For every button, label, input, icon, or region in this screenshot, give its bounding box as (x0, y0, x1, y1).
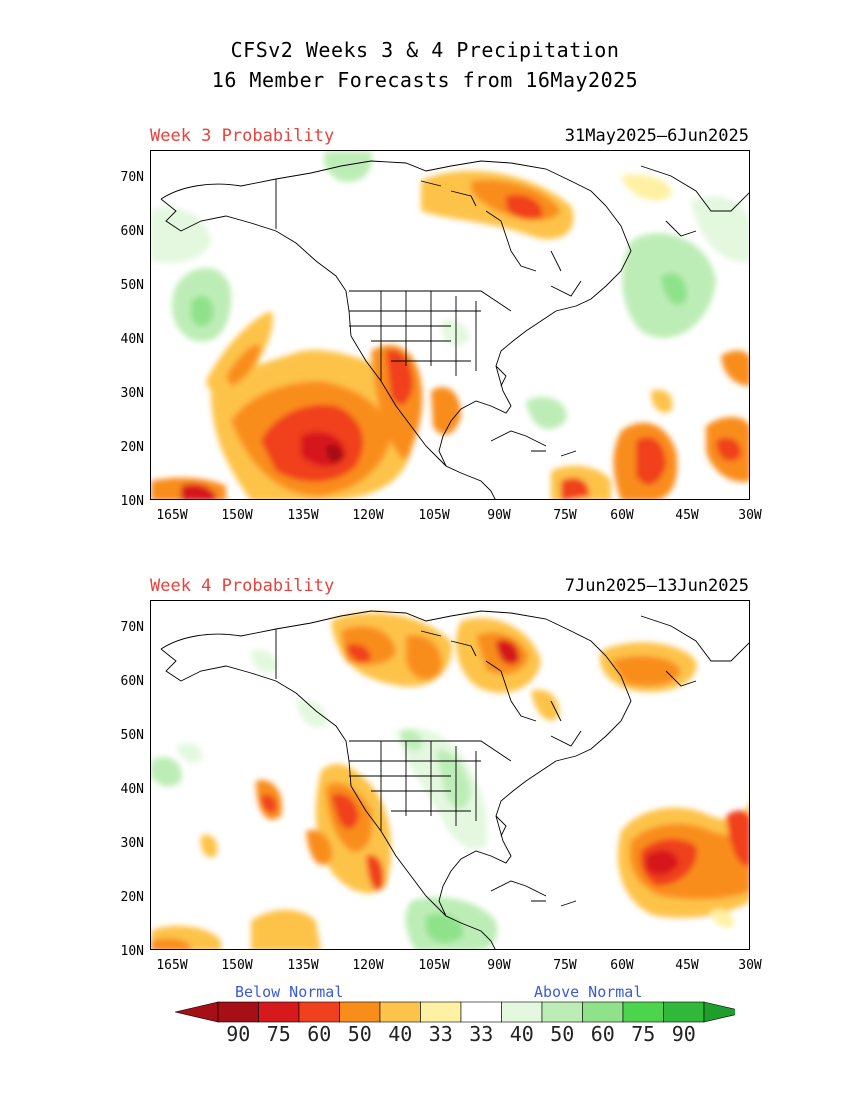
colorbar-high-arrow (703, 1001, 735, 1023)
lon-label: 30W (738, 958, 762, 973)
lon-label: 135W (287, 508, 319, 523)
week4-anomaly-shading (151, 612, 749, 949)
lon-label: 90W (487, 958, 511, 973)
colorbar-number: 33 (469, 1022, 494, 1046)
week4-probability-field (151, 610, 749, 949)
week3-label: Week 3 Probability (150, 126, 335, 146)
lat-label: 50N (120, 278, 144, 293)
lat-label: 10N (120, 494, 144, 509)
colorbar-swatch (501, 1001, 543, 1023)
lat-label: 60N (120, 674, 144, 689)
lon-label: 75W (553, 958, 577, 973)
week3-map (150, 150, 750, 500)
colorbar-number: 90 (226, 1022, 251, 1046)
lon-label: 30W (738, 508, 762, 523)
lat-label: 40N (120, 782, 144, 797)
week3-dates: 31May2025—6Jun2025 (564, 126, 749, 146)
lat-label: 20N (120, 890, 144, 905)
colorbar-swatch (258, 1001, 300, 1023)
colorbar-swatch (582, 1001, 624, 1023)
week3-probability-field (151, 151, 749, 499)
below-normal-label: Below Normal (235, 983, 344, 1001)
colorbar-number: 90 (671, 1022, 696, 1046)
colorbar-swatch (298, 1001, 340, 1023)
lat-label: 40N (120, 332, 144, 347)
colorbar-number: 75 (266, 1022, 291, 1046)
colorbar-swatch (622, 1001, 664, 1023)
lat-label: 70N (120, 620, 144, 635)
lon-label: 165W (156, 508, 188, 523)
lon-label: 150W (221, 508, 253, 523)
lat-label: 50N (120, 728, 144, 743)
lon-label: 120W (352, 958, 384, 973)
lon-label: 105W (418, 508, 450, 523)
colorbar-swatch (541, 1001, 583, 1023)
colorbar-swatch (217, 1001, 259, 1023)
colorbar-low-arrow (175, 1001, 219, 1023)
lon-label: 60W (610, 958, 634, 973)
above-normal-label: Above Normal (534, 983, 643, 1001)
week4-label: Week 4 Probability (150, 576, 335, 596)
colorbar (175, 1001, 735, 1023)
lat-label: 70N (120, 170, 144, 185)
colorbar-swatch (420, 1001, 462, 1023)
colorbar-number: 50 (347, 1022, 372, 1046)
colorbar-number: 33 (428, 1022, 453, 1046)
colorbar-number: 75 (631, 1022, 656, 1046)
lat-label: 10N (120, 944, 144, 959)
lat-label: 20N (120, 440, 144, 455)
lon-label: 135W (287, 958, 319, 973)
lon-label: 75W (553, 508, 577, 523)
lon-label: 105W (418, 958, 450, 973)
lon-label: 45W (675, 508, 699, 523)
colorbar-number: 60 (590, 1022, 615, 1046)
lon-label: 165W (156, 958, 188, 973)
colorbar-number: 40 (509, 1022, 534, 1046)
lat-label: 30N (120, 386, 144, 401)
lon-label: 45W (675, 958, 699, 973)
colorbar-number: 40 (388, 1022, 413, 1046)
week3-anomaly-shading (151, 151, 749, 499)
colorbar-swatch (339, 1001, 381, 1023)
colorbar-number: 60 (307, 1022, 332, 1046)
lon-label: 120W (352, 508, 384, 523)
lon-label: 60W (610, 508, 634, 523)
lat-label: 60N (120, 224, 144, 239)
lon-label: 90W (487, 508, 511, 523)
colorbar-swatch (460, 1001, 502, 1023)
colorbar-number: 50 (550, 1022, 575, 1046)
colorbar-swatch (663, 1001, 705, 1023)
week4-dates: 7Jun2025—13Jun2025 (564, 576, 749, 596)
week3-coastlines (160, 160, 749, 499)
chart-subtitle: 16 Member Forecasts from 16May2025 (211, 68, 639, 92)
week4-coastlines (160, 610, 749, 949)
lon-label: 150W (221, 958, 253, 973)
lat-label: 30N (120, 836, 144, 851)
chart-title: CFSv2 Weeks 3 & 4 Precipitation (230, 38, 620, 62)
week4-map (150, 600, 750, 950)
colorbar-swatch (379, 1001, 421, 1023)
